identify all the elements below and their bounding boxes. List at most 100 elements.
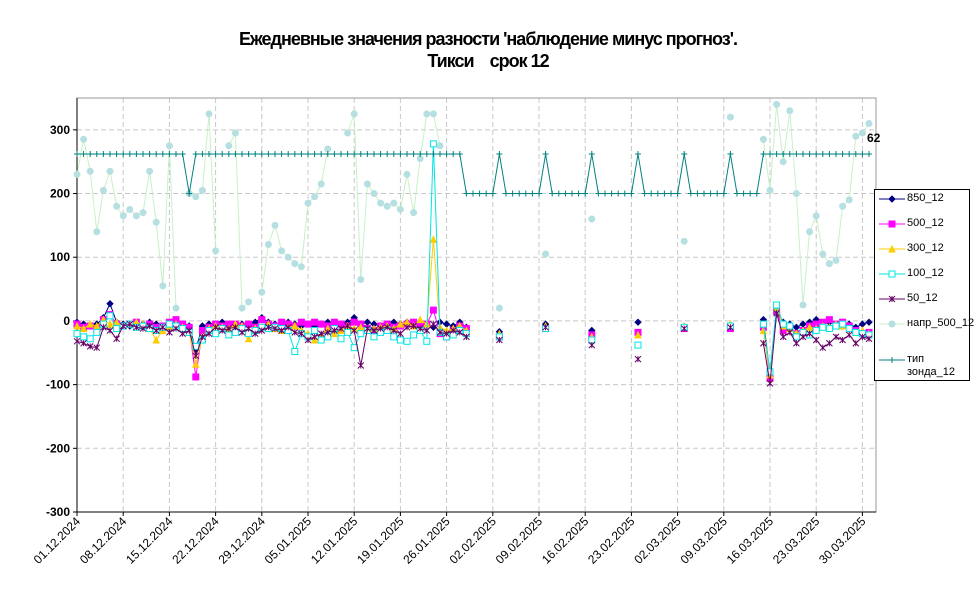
series-segment bbox=[459, 153, 467, 194]
data-point bbox=[159, 282, 167, 290]
series-segment bbox=[96, 190, 104, 232]
data-point bbox=[549, 190, 556, 197]
data-point bbox=[357, 330, 365, 338]
series-segment bbox=[274, 225, 283, 251]
data-point bbox=[258, 288, 266, 296]
series-segment bbox=[406, 174, 415, 213]
data-point bbox=[146, 167, 154, 175]
data-point bbox=[859, 333, 866, 341]
data-point bbox=[120, 151, 127, 158]
data-point bbox=[218, 327, 226, 334]
data-point bbox=[542, 151, 549, 158]
legend-marker bbox=[888, 220, 896, 228]
series-segment bbox=[188, 153, 197, 194]
data-point bbox=[423, 337, 431, 345]
data-point bbox=[443, 151, 450, 158]
data-point bbox=[852, 328, 860, 336]
data-point bbox=[759, 135, 767, 143]
data-point bbox=[317, 320, 325, 328]
data-point bbox=[443, 330, 450, 338]
series-segment bbox=[862, 336, 870, 340]
data-point bbox=[291, 151, 298, 158]
data-point bbox=[805, 323, 814, 331]
data-point bbox=[191, 360, 200, 368]
data-point bbox=[429, 306, 437, 314]
data-point bbox=[839, 202, 847, 210]
data-point bbox=[536, 190, 542, 197]
data-point bbox=[284, 253, 292, 261]
data-point bbox=[278, 247, 286, 255]
data-point bbox=[377, 151, 384, 158]
series-segment bbox=[320, 148, 329, 185]
legend-symbol bbox=[879, 320, 905, 328]
data-point bbox=[786, 151, 793, 158]
series-segment bbox=[776, 104, 784, 162]
data-point bbox=[641, 190, 648, 197]
data-point bbox=[350, 110, 358, 118]
data-point bbox=[516, 190, 523, 197]
series-segment bbox=[637, 153, 646, 194]
data-point bbox=[363, 180, 371, 188]
data-point bbox=[113, 335, 120, 343]
grid-lines bbox=[77, 98, 876, 513]
series-segment bbox=[815, 215, 824, 255]
data-point bbox=[252, 151, 259, 158]
data-point bbox=[449, 327, 457, 334]
series-segment bbox=[334, 328, 342, 331]
data-point bbox=[747, 190, 754, 197]
data-point bbox=[429, 140, 437, 148]
data-point bbox=[278, 318, 286, 326]
legend-marker bbox=[888, 320, 896, 328]
series-segment bbox=[274, 328, 282, 331]
data-point bbox=[562, 190, 569, 197]
data-point bbox=[726, 113, 734, 121]
data-point bbox=[832, 322, 840, 330]
data-point bbox=[423, 151, 430, 158]
data-point bbox=[390, 199, 398, 207]
data-point bbox=[284, 323, 292, 331]
data-point bbox=[225, 331, 233, 339]
data-point bbox=[442, 320, 451, 328]
x-tick-label: 12.01.2025 bbox=[308, 514, 361, 567]
data-point bbox=[225, 151, 232, 158]
series-segment bbox=[89, 171, 98, 232]
data-point bbox=[186, 190, 193, 197]
series-segment bbox=[268, 326, 276, 330]
data-point bbox=[463, 190, 470, 197]
data-point bbox=[773, 301, 781, 309]
x-tick-label: 23.02.2025 bbox=[585, 514, 638, 567]
legend-label: тип зонда_12 bbox=[907, 353, 956, 378]
legend-label: 100_12 bbox=[907, 267, 944, 279]
series-segment bbox=[360, 183, 368, 280]
series-segment bbox=[769, 304, 778, 372]
y-tick-label: -100 bbox=[46, 378, 70, 392]
data-point bbox=[806, 151, 813, 158]
data-point bbox=[866, 151, 872, 158]
data-point bbox=[779, 158, 787, 166]
data-point bbox=[100, 323, 107, 331]
data-point bbox=[317, 336, 325, 344]
series-segment bbox=[729, 153, 738, 194]
data-point bbox=[225, 142, 233, 150]
legend-marker bbox=[888, 295, 896, 303]
series-segment bbox=[426, 143, 434, 342]
data-point bbox=[588, 151, 595, 158]
data-point bbox=[403, 323, 411, 331]
data-point bbox=[87, 151, 94, 158]
data-point bbox=[172, 304, 180, 312]
data-point bbox=[165, 320, 173, 328]
data-point bbox=[107, 151, 113, 158]
data-point bbox=[344, 129, 352, 137]
data-point bbox=[245, 151, 252, 158]
data-point bbox=[153, 151, 160, 158]
data-point bbox=[429, 110, 437, 118]
series-segment bbox=[142, 171, 151, 213]
x-tick-label: 09.03.2025 bbox=[678, 514, 731, 567]
data-point bbox=[495, 304, 503, 312]
data-point bbox=[779, 333, 787, 341]
series-segment bbox=[584, 153, 593, 194]
data-point bbox=[410, 331, 418, 339]
data-point bbox=[383, 202, 391, 210]
data-point bbox=[119, 212, 127, 220]
